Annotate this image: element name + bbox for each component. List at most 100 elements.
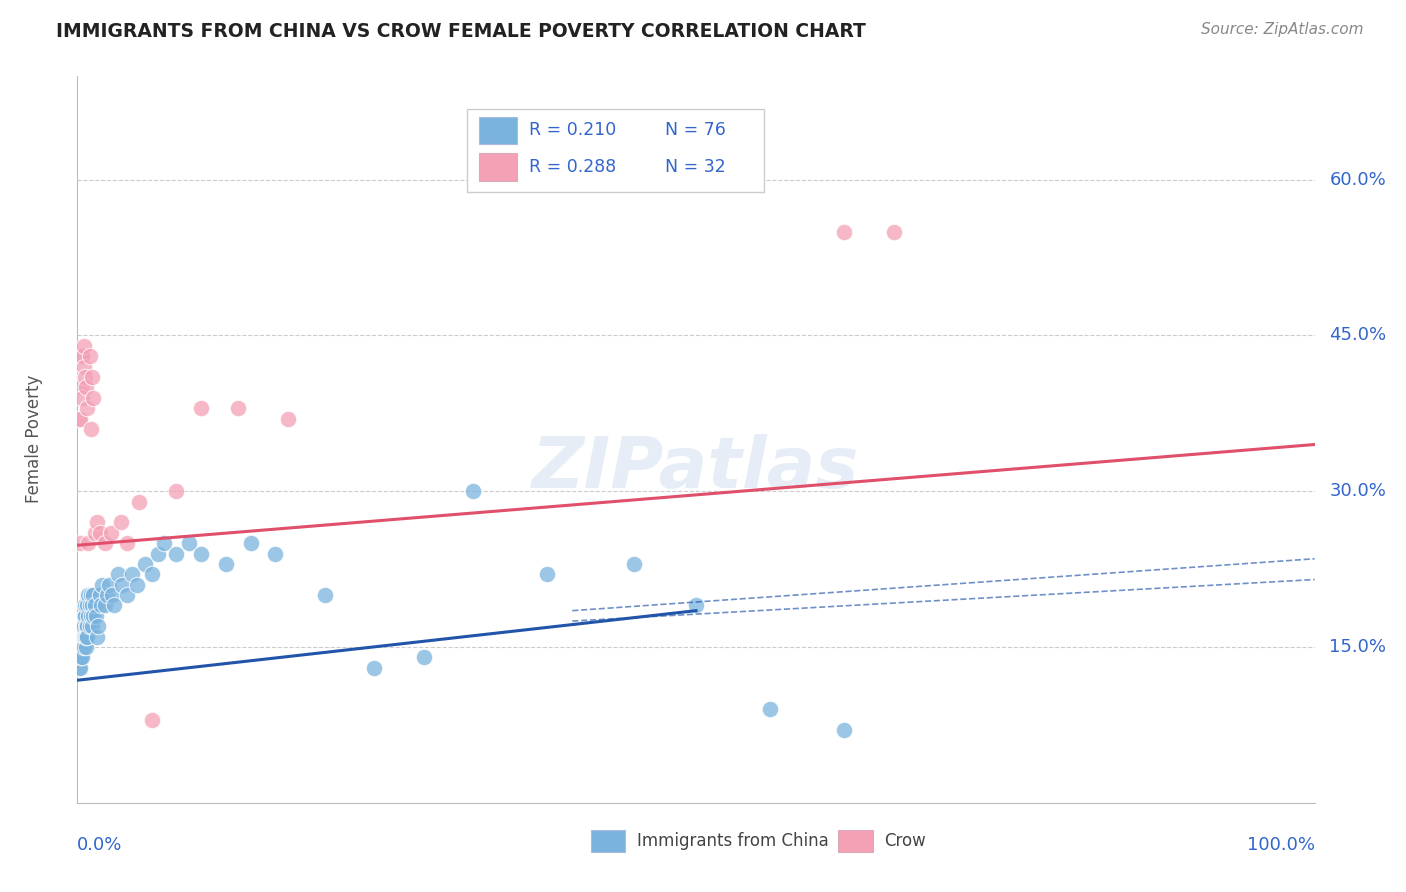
Point xyxy=(314,588,336,602)
Point xyxy=(90,599,112,613)
Point xyxy=(115,536,138,550)
Point xyxy=(70,630,93,644)
Point xyxy=(86,516,108,530)
Point xyxy=(73,370,96,384)
FancyBboxPatch shape xyxy=(479,153,516,180)
Point xyxy=(82,370,104,384)
Point xyxy=(82,619,104,633)
Point xyxy=(87,619,110,633)
Text: R = 0.210: R = 0.210 xyxy=(529,121,616,139)
Point xyxy=(834,723,856,737)
Point xyxy=(685,599,707,613)
Point xyxy=(115,588,138,602)
Point xyxy=(759,702,782,716)
Point xyxy=(76,619,98,633)
Point xyxy=(82,588,104,602)
Point xyxy=(79,619,101,633)
Point xyxy=(463,484,485,499)
Point xyxy=(141,567,163,582)
Point xyxy=(67,411,90,425)
Point xyxy=(128,494,150,508)
Point xyxy=(69,650,91,665)
Text: Crow: Crow xyxy=(884,832,925,850)
Point xyxy=(80,608,103,623)
Point xyxy=(70,640,93,654)
Point xyxy=(73,608,96,623)
Point xyxy=(165,547,187,561)
Point xyxy=(70,608,93,623)
Point xyxy=(67,650,90,665)
Text: 45.0%: 45.0% xyxy=(1330,326,1386,344)
Point xyxy=(72,391,94,405)
Point xyxy=(82,391,104,405)
Point xyxy=(93,536,115,550)
Point xyxy=(73,630,96,644)
Point xyxy=(72,359,94,374)
Point xyxy=(73,599,96,613)
Point xyxy=(226,401,249,416)
Point xyxy=(100,525,122,540)
Point xyxy=(146,547,169,561)
Point xyxy=(79,349,101,363)
FancyBboxPatch shape xyxy=(467,109,763,192)
Point xyxy=(91,578,114,592)
Point xyxy=(277,411,299,425)
Point xyxy=(111,578,134,592)
Point xyxy=(72,640,94,654)
FancyBboxPatch shape xyxy=(591,830,626,852)
Point xyxy=(84,608,107,623)
Point xyxy=(72,339,94,353)
Point xyxy=(86,630,108,644)
Point xyxy=(83,525,105,540)
Point xyxy=(215,557,238,571)
Point xyxy=(75,619,97,633)
Point xyxy=(77,588,100,602)
Point xyxy=(264,547,287,561)
Text: N = 32: N = 32 xyxy=(665,158,725,176)
Point xyxy=(72,640,94,654)
Point xyxy=(77,536,100,550)
Point xyxy=(79,599,101,613)
Point xyxy=(165,484,187,499)
Point xyxy=(82,608,104,623)
Point xyxy=(72,650,94,665)
Point xyxy=(70,619,93,633)
Point xyxy=(72,608,94,623)
Point xyxy=(190,547,212,561)
Text: N = 76: N = 76 xyxy=(665,121,725,139)
Point xyxy=(67,640,90,654)
Point xyxy=(153,536,176,550)
Point xyxy=(75,630,97,644)
Text: 0.0%: 0.0% xyxy=(77,836,122,854)
Point xyxy=(93,599,115,613)
FancyBboxPatch shape xyxy=(838,830,873,852)
Text: R = 0.288: R = 0.288 xyxy=(529,158,616,176)
Point xyxy=(76,599,98,613)
Point xyxy=(883,225,905,239)
Point xyxy=(177,536,200,550)
Point xyxy=(141,713,163,727)
Point xyxy=(69,630,91,644)
Point xyxy=(96,588,118,602)
Point xyxy=(70,380,93,394)
Text: Female Poverty: Female Poverty xyxy=(25,376,42,503)
Point xyxy=(80,588,103,602)
FancyBboxPatch shape xyxy=(479,117,516,145)
Point xyxy=(72,349,94,363)
Point xyxy=(76,401,98,416)
Text: 15.0%: 15.0% xyxy=(1330,638,1386,656)
Point xyxy=(72,619,94,633)
Text: Source: ZipAtlas.com: Source: ZipAtlas.com xyxy=(1201,22,1364,37)
Point xyxy=(82,599,104,613)
Point xyxy=(69,661,91,675)
Point xyxy=(89,525,111,540)
Point xyxy=(89,588,111,602)
Point xyxy=(98,578,121,592)
Point xyxy=(69,640,91,654)
Point xyxy=(110,516,132,530)
Text: 60.0%: 60.0% xyxy=(1330,170,1386,189)
Point xyxy=(101,588,124,602)
Point xyxy=(69,411,91,425)
Point xyxy=(69,536,91,550)
Point xyxy=(75,640,97,654)
